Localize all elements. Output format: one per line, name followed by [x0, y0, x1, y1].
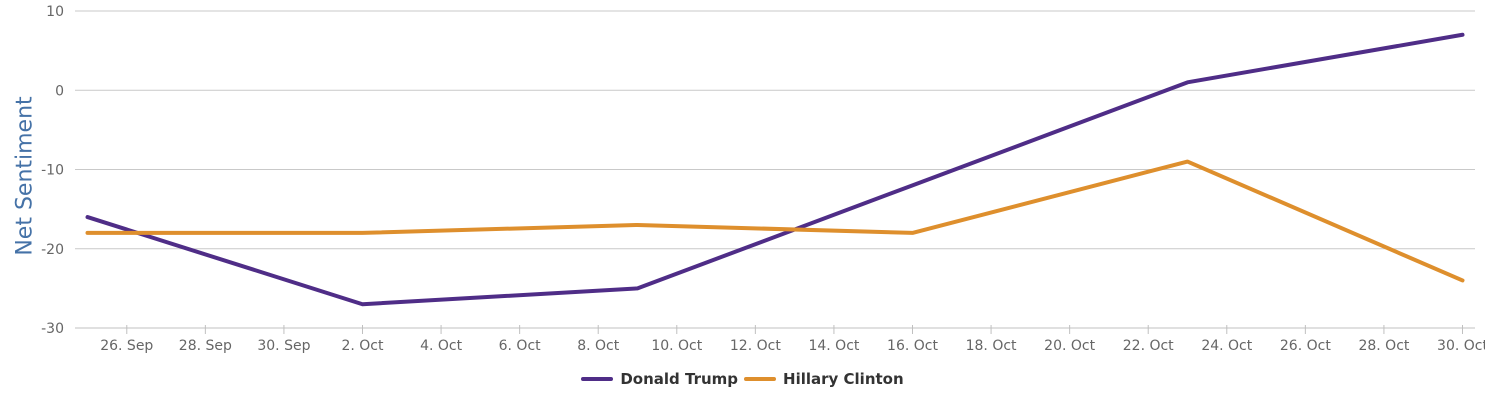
y-tick-label: 10 — [46, 4, 64, 20]
legend-item-hillary-clinton[interactable]: Hillary Clinton — [744, 370, 904, 388]
x-tick-label: 26. Oct — [1280, 338, 1331, 354]
x-tick-label: 2. Oct — [341, 338, 384, 354]
legend-line-icon — [744, 377, 777, 381]
x-tick-label: 16. Oct — [887, 338, 938, 354]
series-line-donald-trump[interactable] — [85, 32, 1465, 307]
x-tick-label: 4. Oct — [420, 338, 463, 354]
x-tick-label: 12. Oct — [730, 338, 781, 354]
x-tick-label: 24. Oct — [1201, 338, 1252, 354]
x-tick-label: 8. Oct — [577, 338, 620, 354]
y-tick-label: -20 — [41, 242, 64, 258]
x-tick-label: 18. Oct — [966, 338, 1017, 354]
x-tick-label: 28. Sep — [179, 338, 232, 354]
series-line-hillary-clinton[interactable] — [85, 159, 1465, 283]
x-tick-label: 26. Sep — [100, 338, 153, 354]
legend-item-donald-trump[interactable]: Donald Trump — [581, 370, 738, 388]
legend-label: Donald Trump — [620, 370, 739, 388]
y-tick-label: -30 — [41, 321, 64, 337]
legend: Donald Trump Hillary Clinton — [0, 370, 1485, 388]
x-tick-label: 30. Oct — [1437, 338, 1485, 354]
y-axis-title: Net Sentiment — [12, 96, 38, 256]
x-tick-label: 22. Oct — [1123, 338, 1174, 354]
legend-label: Hillary Clinton — [783, 370, 904, 388]
legend-line-icon — [581, 377, 614, 381]
x-tick-label: 14. Oct — [808, 338, 859, 354]
x-tick-label: 6. Oct — [499, 338, 542, 354]
x-tick-label: 28. Oct — [1358, 338, 1409, 354]
x-tick-label: 20. Oct — [1044, 338, 1095, 354]
plot-area: 10 0 -10 -20 -30 26. Sep 28. Sep 30. Sep 2. Oct 4… — [41, 4, 1485, 354]
y-tick-label: -10 — [41, 163, 64, 179]
x-tick-label: 10. Oct — [651, 338, 702, 354]
y-tick-label: 0 — [55, 83, 64, 99]
x-tick-label: 30. Sep — [257, 338, 310, 354]
